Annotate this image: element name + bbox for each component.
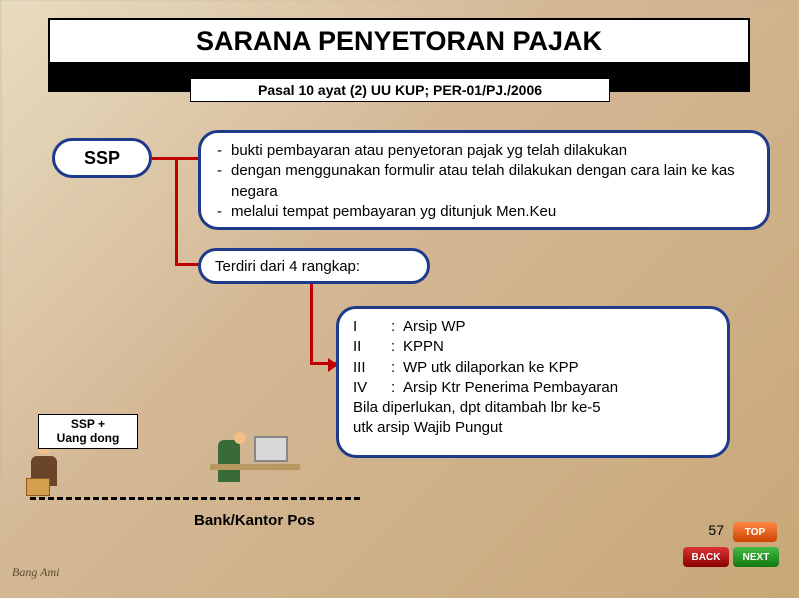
bank-label: Bank/Kantor Pos xyxy=(194,512,315,529)
ssp-label: SSP xyxy=(84,148,120,169)
title-box: SARANA PENYETORAN PAJAK xyxy=(48,18,750,64)
terdiri-box: Terdiri dari 4 rangkap: xyxy=(198,248,430,284)
sspplus-box: SSP + Uang dong xyxy=(38,414,138,449)
author-label: Bang Ami xyxy=(12,565,59,580)
connector xyxy=(310,283,313,365)
rangkap-iii: WP utk dilaporkan ke KPP xyxy=(403,358,579,378)
page-number: 57 xyxy=(708,522,724,538)
computer-person-icon xyxy=(210,430,300,505)
rangkap-extra1: Bila diperlukan, dpt ditambah lbr ke-5 xyxy=(353,398,713,418)
subtitle-text: Pasal 10 ayat (2) UU KUP; PER-01/PJ./200… xyxy=(258,82,542,98)
description-box: -bukti pembayaran atau penyetoran pajak … xyxy=(198,130,770,230)
rangkap-i: Arsip WP xyxy=(403,317,466,337)
dashed-line xyxy=(30,497,360,500)
back-button[interactable]: BACK xyxy=(683,547,729,567)
sspplus-l1: SSP + xyxy=(39,417,137,431)
ssp-box: SSP xyxy=(52,138,152,178)
desc-line3: melalui tempat pembayaran yg ditunjuk Me… xyxy=(231,202,556,222)
subtitle-box: Pasal 10 ayat (2) UU KUP; PER-01/PJ./200… xyxy=(190,78,610,102)
sspplus-l2: Uang dong xyxy=(39,431,137,445)
rangkap-box: I:Arsip WP II:KPPN III:WP utk dilaporkan… xyxy=(336,306,730,458)
rangkap-iv: Arsip Ktr Penerima Pembayaran xyxy=(403,378,618,398)
connector xyxy=(175,263,200,266)
terdiri-text: Terdiri dari 4 rangkap: xyxy=(215,258,360,275)
desc-line2: dengan menggunakan formulir atau telah d… xyxy=(231,161,751,202)
title-text: SARANA PENYETORAN PAJAK xyxy=(196,26,602,57)
next-button[interactable]: NEXT xyxy=(733,547,779,567)
desc-line1: bukti pembayaran atau penyetoran pajak y… xyxy=(231,141,627,161)
top-button[interactable]: TOP xyxy=(733,522,777,542)
rangkap-ii: KPPN xyxy=(403,337,444,357)
rangkap-extra2: utk arsip Wajib Pungut xyxy=(353,418,713,438)
connector xyxy=(175,157,178,265)
